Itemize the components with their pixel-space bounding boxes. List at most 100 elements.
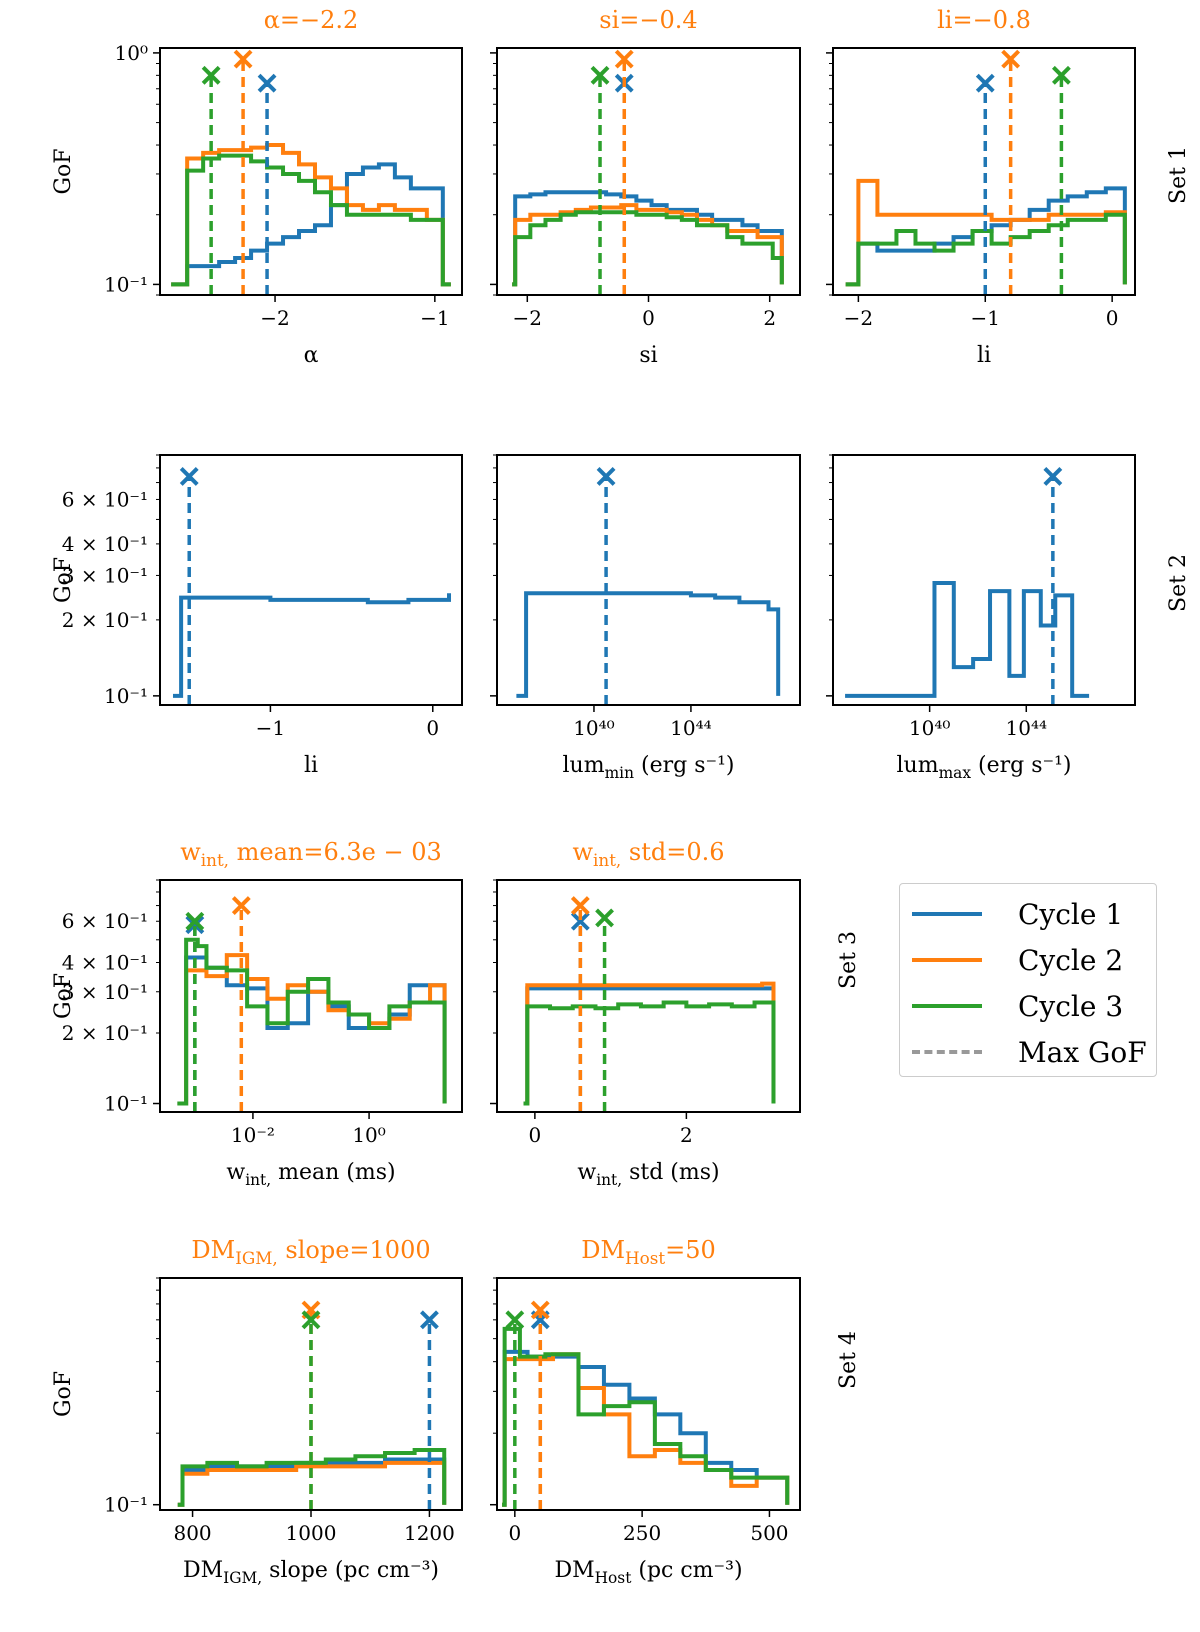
series-line: [512, 210, 784, 287]
x-tick-label: −1: [420, 306, 449, 330]
chart-panel: 0 250 500 DMHost (pc cm⁻³) DMHost=50: [490, 1236, 801, 1587]
series-line: [177, 1447, 447, 1507]
y-tick-label: 10⁰: [115, 41, 148, 65]
panel-title: wint, std=0.6: [572, 838, 724, 870]
chart-panel: 0 2 wint, std (ms) wint, std=0.6: [490, 838, 801, 1189]
chart-panel: 10⁴⁰ 10⁴⁴ lummin (erg s⁻¹): [490, 454, 801, 782]
series-line: [512, 190, 784, 287]
panel-title: si=−0.4: [599, 6, 697, 34]
x-tick-label: 250: [623, 1521, 661, 1545]
max-gof-marker: [201, 65, 221, 85]
axes-frame: [496, 454, 801, 706]
max-gof-marker: [301, 1310, 321, 1330]
series-line: [523, 981, 776, 1106]
legend-item: Cycle 3: [912, 986, 1123, 1026]
max-gof-marker: [596, 467, 616, 486]
x-axis-label: wint, std (ms): [577, 1160, 719, 1189]
x-axis-label: li: [977, 343, 991, 368]
x-tick-label: 2: [763, 306, 776, 330]
x-axis-label: lummin (erg s⁻¹): [562, 753, 734, 782]
plot-area: [516, 591, 781, 698]
series-line: [512, 203, 784, 287]
max-gof-marker: [505, 1310, 525, 1330]
series-line: [845, 186, 1127, 287]
plot-area: [523, 981, 776, 1106]
legend-swatch: [912, 1050, 982, 1054]
series-line: [171, 153, 451, 287]
y-tick-label: 10⁻¹: [104, 272, 148, 296]
set-label: Set 1: [1166, 146, 1191, 204]
y-tick-label: 2 × 10⁻¹: [62, 608, 148, 632]
series-line: [845, 580, 1090, 698]
series-line: [177, 1460, 447, 1507]
panel-title: wint, mean=6.3e − 03: [180, 838, 442, 870]
y-tick-label: 2 × 10⁻¹: [62, 1021, 148, 1045]
x-tick-label: 800: [173, 1521, 211, 1545]
x-tick-label: 2: [680, 1123, 693, 1147]
max-gof-marker: [614, 49, 634, 69]
x-tick-label: −1: [256, 716, 285, 740]
x-tick-label: 1000: [286, 1521, 337, 1545]
legend-label: Cycle 3: [1018, 989, 1124, 1023]
max-gof-marker: [590, 65, 610, 85]
panel-title: li=−0.8: [937, 6, 1031, 34]
legend-swatch: [912, 958, 982, 962]
legend: Cycle 1 Cycle 2 Cycle 3 Max GoF: [899, 883, 1157, 1077]
x-tick-label: 0: [642, 306, 655, 330]
y-tick-label: 3 × 10⁻¹: [62, 980, 148, 1004]
x-tick-label: −2: [844, 306, 873, 330]
legend-swatch: [912, 1004, 982, 1008]
plot-area: [177, 1447, 447, 1507]
y-tick-label: 6 × 10⁻¹: [62, 909, 148, 933]
axes-frame: [159, 47, 463, 296]
series-line: [845, 178, 1127, 287]
axes-frame: [496, 879, 801, 1113]
x-tick-label: 10⁴⁴: [670, 716, 711, 740]
plot-area: [171, 143, 451, 287]
series-line: [502, 1349, 790, 1507]
max-gof-marker: [530, 1300, 550, 1320]
x-axis-label: si: [639, 343, 657, 368]
plot-area: [172, 593, 452, 698]
max-gof-marker: [257, 73, 277, 93]
set-label: Set 3: [836, 931, 861, 989]
max-gof-marker: [233, 49, 253, 69]
series-line: [845, 212, 1127, 287]
x-tick-label: −2: [260, 306, 289, 330]
x-axis-label: li: [304, 753, 318, 778]
x-tick-label: −2: [513, 306, 542, 330]
series-line: [523, 1000, 776, 1106]
x-tick-label: 10⁰: [352, 1123, 385, 1147]
legend-label: Max GoF: [1018, 1035, 1147, 1069]
x-axis-label: lummax (erg s⁻¹): [896, 753, 1071, 782]
y-axis-label: GoF: [51, 973, 76, 1019]
legend-swatch: [912, 912, 982, 916]
y-axis-label: GoF: [51, 557, 76, 603]
set-label: Set 4: [836, 1331, 861, 1389]
x-tick-label: 0: [1106, 306, 1119, 330]
max-gof-marker: [570, 896, 590, 915]
axes-frame: [832, 47, 1136, 296]
max-gof-marker: [420, 1310, 439, 1330]
x-axis-label: wint, mean (ms): [226, 1160, 395, 1189]
y-tick-label: 3 × 10⁻¹: [62, 563, 148, 587]
max-gof-marker: [1043, 467, 1063, 486]
y-tick-label: 10⁻¹: [104, 1493, 148, 1517]
x-tick-label: 1200: [404, 1521, 455, 1545]
legend-item: Max GoF: [912, 1032, 1147, 1072]
series-line: [177, 937, 447, 1106]
chart-panel: 10⁻² 10⁰ 10⁻¹ 2 × 10⁻¹ 3 × 10⁻¹ 4 × 10⁻¹ 6 × 1…: [51, 838, 463, 1189]
x-tick-label: 0: [529, 1123, 542, 1147]
x-tick-label: 10⁴⁰: [909, 716, 950, 740]
max-gof-marker: [1001, 49, 1021, 69]
x-tick-label: 0: [426, 716, 439, 740]
x-axis-label: α: [304, 343, 319, 368]
series-line: [172, 593, 452, 698]
plot-area: [845, 580, 1090, 698]
chart-panel: −2 0 2 si si=−0.4: [490, 6, 801, 368]
legend-label: Cycle 2: [1018, 943, 1124, 977]
axes-frame: [159, 879, 463, 1113]
y-tick-label: 4 × 10⁻¹: [62, 532, 148, 556]
series-line: [502, 1352, 790, 1507]
